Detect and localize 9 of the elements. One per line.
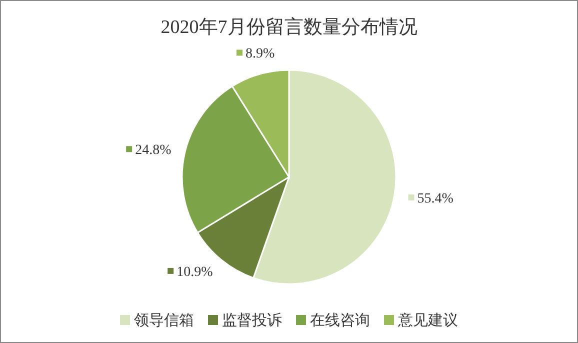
legend-label: 意见建议 (397, 312, 458, 329)
legend-label: 领导信箱 (134, 312, 194, 329)
data-label: 24.8% (135, 143, 172, 158)
data-label: 8.9% (246, 46, 276, 62)
data-label: 10.9% (176, 264, 214, 280)
legend-label: 在线咨询 (310, 312, 370, 329)
chart-title: 2020年7月份留言数量分布情况 (160, 16, 418, 38)
legend-label: 监督投诉 (222, 312, 282, 329)
data-label: 55.4% (417, 191, 454, 206)
